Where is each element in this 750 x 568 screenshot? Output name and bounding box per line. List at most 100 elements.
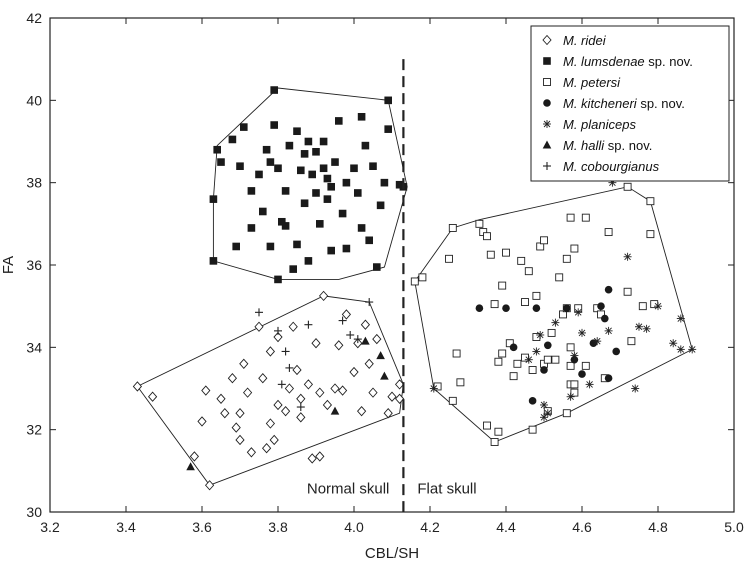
- point-m-cobourgianus: [285, 363, 294, 372]
- legend-entry: M. planiceps: [563, 117, 636, 132]
- point-m-lumsdenae: [331, 158, 339, 166]
- point-m-lumsdenae: [323, 195, 332, 203]
- point-m-ridei: [330, 383, 340, 394]
- point-m-petersi: [623, 287, 632, 296]
- point-m-ridei: [364, 358, 374, 369]
- point-m-ridei: [303, 379, 314, 390]
- point-m-petersi: [490, 300, 499, 309]
- point-m-cobourgianus: [274, 326, 282, 335]
- point-m-lumsdenae: [228, 135, 237, 144]
- point-m-kitcheneri: [604, 374, 613, 383]
- point-m-ridei: [353, 338, 363, 349]
- x-tick-label: 3.8: [268, 519, 288, 535]
- point-m-kitcheneri: [475, 304, 484, 313]
- point-m-lumsdenae: [395, 180, 404, 189]
- point-m-lumsdenae: [350, 164, 358, 173]
- point-m-kitcheneri: [509, 343, 518, 352]
- legend-entry: M. ridei: [563, 33, 607, 48]
- legend-marker: [543, 57, 551, 65]
- axes: 3.2 3.4 3.6 3.8 4.0 4.2 4.4 4.6 4.8 5.0 30 32 34 36 38…: [26, 10, 744, 535]
- point-m-lumsdenae: [213, 145, 221, 154]
- point-m-lumsdenae: [297, 166, 305, 175]
- point-m-petersi: [562, 254, 571, 263]
- legend-marker: [543, 78, 551, 86]
- x-tick-label: 4.0: [344, 519, 364, 535]
- point-m-petersi: [547, 328, 556, 337]
- point-m-petersi: [532, 291, 541, 300]
- legend-box: [530, 25, 730, 182]
- y-tick-label: 30: [26, 504, 42, 520]
- legend: M. ridei M. lumsdenae sp. nov. M. petersi M…: [530, 25, 730, 182]
- x-tick-label: 4.6: [572, 519, 592, 535]
- point-m-halli: [186, 462, 195, 471]
- point-m-lumsdenae: [270, 121, 278, 129]
- point-m-planiceps: [631, 384, 640, 393]
- legend-species-name: M. petersi: [563, 75, 621, 90]
- legend-species-name: M. kitcheneri: [563, 96, 638, 111]
- point-m-ridei: [315, 387, 325, 398]
- point-m-lumsdenae: [209, 195, 218, 203]
- point-m-planiceps: [676, 345, 685, 354]
- point-m-planiceps: [654, 302, 662, 311]
- point-m-petersi: [638, 302, 647, 311]
- point-m-ridei: [296, 393, 306, 404]
- point-m-petersi: [566, 213, 575, 222]
- legend-marker: [543, 120, 551, 128]
- point-m-cobourgianus: [277, 380, 286, 389]
- point-m-petersi: [566, 361, 575, 370]
- point-m-lumsdenae: [319, 164, 328, 173]
- point-m-kitcheneri: [563, 304, 571, 313]
- point-m-ridei: [254, 321, 264, 332]
- x-tick-label: 4.2: [420, 519, 440, 535]
- point-m-petersi: [498, 281, 507, 290]
- point-m-lumsdenae: [312, 147, 320, 156]
- point-m-lumsdenae: [262, 145, 271, 154]
- point-m-kitcheneri: [540, 366, 548, 374]
- point-m-ridei: [269, 434, 279, 446]
- point-m-lumsdenae: [266, 242, 275, 251]
- point-m-petersi: [418, 273, 427, 282]
- point-m-ridei: [132, 381, 143, 392]
- point-m-ridei: [372, 333, 382, 345]
- point-m-lumsdenae: [384, 125, 392, 133]
- point-m-planiceps: [585, 380, 594, 389]
- point-m-petersi: [494, 427, 503, 436]
- point-m-planiceps: [540, 400, 548, 409]
- legend-entry: M. halli sp. nov.: [563, 138, 652, 153]
- point-m-petersi: [543, 355, 552, 364]
- point-m-kitcheneri: [528, 397, 537, 405]
- point-m-petersi: [581, 213, 590, 222]
- point-m-ridei: [288, 321, 298, 332]
- point-m-petersi: [498, 349, 507, 358]
- point-m-ridei: [227, 373, 238, 384]
- point-m-halli: [376, 351, 385, 360]
- point-m-petersi: [570, 380, 579, 389]
- point-m-planiceps: [543, 409, 552, 418]
- point-m-ridei: [284, 383, 295, 394]
- x-tick-label: 5.0: [724, 519, 744, 535]
- point-m-ridei: [197, 416, 207, 427]
- point-m-petersi: [483, 421, 491, 430]
- point-m-ridei: [318, 290, 329, 302]
- x-axis-title: CBL/SH: [365, 545, 419, 562]
- point-m-petersi: [524, 267, 533, 276]
- point-m-planiceps: [536, 330, 545, 339]
- point-m-cobourgianus: [365, 298, 374, 307]
- x-tick-label: 3.6: [192, 519, 212, 535]
- point-m-ridei: [383, 408, 393, 419]
- point-m-kitcheneri: [597, 302, 605, 310]
- legend-species-name: M. planiceps: [563, 117, 636, 132]
- point-m-halli: [380, 371, 389, 380]
- legend-species-suffix: sp. nov.: [604, 138, 652, 153]
- y-tick-label: 38: [26, 175, 42, 191]
- point-m-lumsdenae: [327, 246, 335, 255]
- point-m-ridei: [246, 447, 257, 458]
- point-m-planiceps: [574, 308, 583, 317]
- point-m-lumsdenae: [357, 224, 366, 232]
- point-m-ridei: [394, 393, 405, 404]
- point-m-ridei: [201, 385, 211, 396]
- point-m-ridei: [235, 434, 245, 446]
- point-m-lumsdenae: [357, 113, 366, 121]
- point-m-ridei: [349, 366, 359, 378]
